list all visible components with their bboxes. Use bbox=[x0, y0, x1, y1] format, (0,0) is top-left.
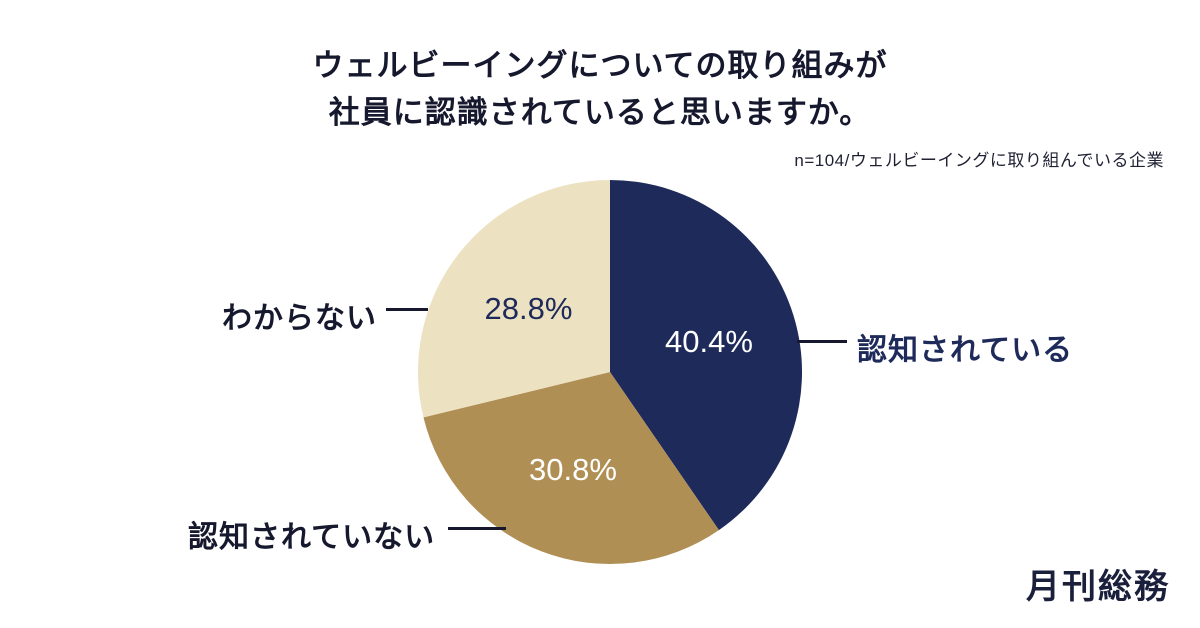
slice-label-ninchi-sareteiru: 認知されている bbox=[857, 334, 1074, 367]
leader-line-wakaranai bbox=[386, 308, 428, 311]
pie-value-label-2: 28.8% bbox=[485, 291, 573, 326]
leader-line-ninchi-sareteinai bbox=[448, 527, 506, 530]
slice-label-ninchi-sareteinai: 認知されていない bbox=[188, 521, 436, 554]
pie-slice-1 bbox=[423, 372, 719, 565]
sample-size-note: n=104/ウェルビーイングに取り組んでいる企業 bbox=[794, 151, 1164, 170]
pie-slice-2 bbox=[418, 180, 610, 418]
pie-value-label-1: 30.8% bbox=[529, 452, 617, 487]
chart-title-line-2: 社員に認識されていると思いますか。 bbox=[328, 95, 872, 130]
pie-chart: 40.4% 30.8% 28.8% bbox=[418, 180, 803, 565]
pie-slice-0 bbox=[610, 180, 803, 531]
slice-label-wakaranai: わからない bbox=[222, 302, 377, 335]
chart-title-line-1: ウェルビーイングについての取り組みが bbox=[312, 48, 888, 83]
leader-line-ninchi-sareteiru bbox=[797, 340, 847, 343]
chart-title: ウェルビーイングについての取り組みが 社員に認識されていると思いますか。 bbox=[0, 42, 1200, 136]
pie-value-label-0: 40.4% bbox=[665, 324, 753, 359]
gekkan-soumu-logo: 月刊総務 bbox=[1026, 569, 1170, 606]
